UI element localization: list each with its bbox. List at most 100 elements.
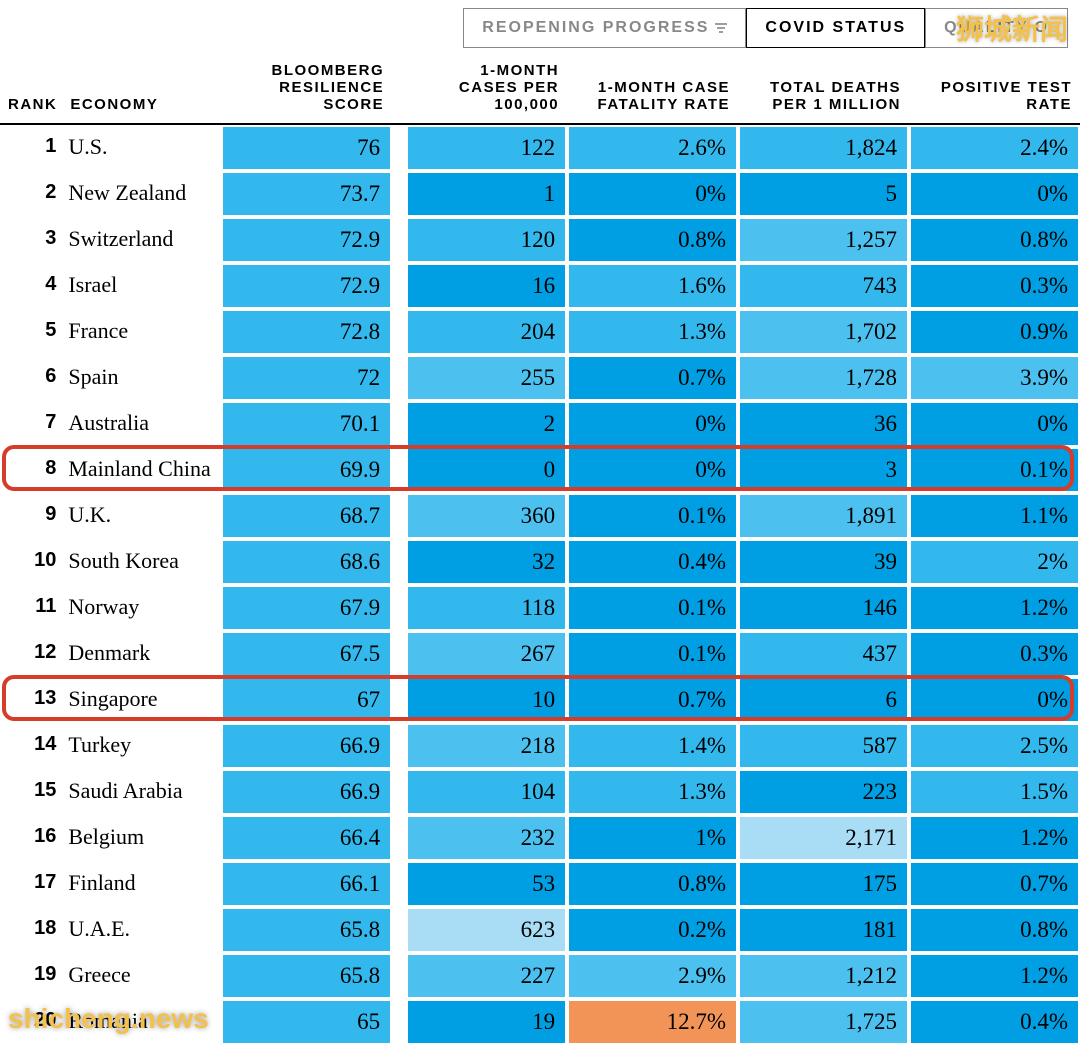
header-score[interactable]: BLOOMBERGRESILIENCESCORE (221, 48, 392, 124)
sep-cell (392, 907, 406, 953)
deaths-cell: 2,171 (740, 817, 907, 859)
economy-cell: South Korea (62, 539, 221, 583)
table-row: 10South Korea68.6320.4%392% (0, 539, 1080, 585)
header-positive[interactable]: POSITIVE TESTRATE (909, 48, 1080, 124)
sep-cell (392, 493, 406, 539)
resilience-table: RANK ECONOMY BLOOMBERGRESILIENCESCORE 1-… (0, 48, 1080, 1045)
tab-label: REOPENING PROGRESS (482, 19, 709, 37)
table-row: 12Denmark67.52670.1%4370.3% (0, 631, 1080, 677)
table-row: 19Greece65.82272.9%1,2121.2% (0, 953, 1080, 999)
score-cell: 72 (223, 357, 390, 399)
positive-cell: 1.2% (911, 955, 1078, 997)
rank-cell: 13 (0, 677, 62, 720)
score-cell: 72.9 (223, 219, 390, 261)
header-row: RANK ECONOMY BLOOMBERGRESILIENCESCORE 1-… (0, 48, 1080, 124)
positive-cell: 1.1% (911, 495, 1078, 537)
cases-cell: 53 (408, 863, 565, 905)
score-cell: 68.6 (223, 541, 390, 583)
cases-cell: 227 (408, 955, 565, 997)
deaths-cell: 1,891 (740, 495, 907, 537)
rank-cell: 2 (0, 171, 62, 214)
score-cell: 67 (223, 679, 390, 721)
sep-cell (392, 447, 406, 493)
positive-cell: 0% (911, 173, 1078, 215)
economy-cell: Israel (62, 263, 221, 307)
rank-cell: 3 (0, 217, 62, 260)
sep-cell (392, 861, 406, 907)
economy-cell: Norway (62, 585, 221, 629)
header-economy[interactable]: ECONOMY (62, 48, 221, 124)
score-cell: 66.1 (223, 863, 390, 905)
rank-cell: 6 (0, 355, 62, 398)
table-body: 1U.S.761222.6%1,8242.4%2New Zealand73.71… (0, 124, 1080, 1045)
rank-cell: 14 (0, 723, 62, 766)
deaths-cell: 743 (740, 265, 907, 307)
deaths-cell: 1,728 (740, 357, 907, 399)
deaths-cell: 1,257 (740, 219, 907, 261)
cases-cell: 360 (408, 495, 565, 537)
score-cell: 69.9 (223, 449, 390, 491)
score-cell: 67.5 (223, 633, 390, 675)
sep-cell (392, 631, 406, 677)
cases-cell: 10 (408, 679, 565, 721)
rank-cell: 5 (0, 309, 62, 352)
header-rank[interactable]: RANK (0, 48, 62, 124)
score-cell: 65.8 (223, 909, 390, 951)
rank-cell: 7 (0, 401, 62, 444)
sep-cell (392, 539, 406, 585)
positive-cell: 0.9% (911, 311, 1078, 353)
score-cell: 73.7 (223, 173, 390, 215)
deaths-cell: 1,702 (740, 311, 907, 353)
economy-cell: Saudi Arabia (62, 769, 221, 813)
header-fatality[interactable]: 1-MONTH CASEFATALITY RATE (567, 48, 738, 124)
score-cell: 70.1 (223, 403, 390, 445)
score-cell: 66.9 (223, 771, 390, 813)
fatality-cell: 1.4% (569, 725, 736, 767)
rank-cell: 18 (0, 907, 62, 950)
cases-cell: 1 (408, 173, 565, 215)
economy-cell: Greece (62, 953, 221, 997)
positive-cell: 0.8% (911, 219, 1078, 261)
tabs-bar: REOPENING PROGRESSCOVID STATUSQUALITY O (0, 0, 1080, 48)
fatality-cell: 12.7% (569, 1001, 736, 1043)
economy-cell: Belgium (62, 815, 221, 859)
positive-cell: 0.3% (911, 265, 1078, 307)
sep-cell (392, 355, 406, 401)
positive-cell: 2.5% (911, 725, 1078, 767)
fatality-cell: 0% (569, 403, 736, 445)
sep-cell (392, 953, 406, 999)
deaths-cell: 5 (740, 173, 907, 215)
fatality-cell: 0.2% (569, 909, 736, 951)
fatality-cell: 2.9% (569, 955, 736, 997)
deaths-cell: 223 (740, 771, 907, 813)
table-row: 8Mainland China69.900%30.1% (0, 447, 1080, 493)
cases-cell: 118 (408, 587, 565, 629)
fatality-cell: 0.4% (569, 541, 736, 583)
deaths-cell: 39 (740, 541, 907, 583)
cases-cell: 16 (408, 265, 565, 307)
fatality-cell: 1.3% (569, 771, 736, 813)
positive-cell: 2.4% (911, 127, 1078, 169)
positive-cell: 0.1% (911, 449, 1078, 491)
header-cases[interactable]: 1-MONTHCASES PER100,000 (406, 48, 567, 124)
economy-cell: Switzerland (62, 217, 221, 261)
economy-cell: Turkey (62, 723, 221, 767)
sep-cell (392, 171, 406, 217)
tab-covid-status[interactable]: COVID STATUS (746, 8, 925, 48)
sep-cell (392, 999, 406, 1045)
deaths-cell: 181 (740, 909, 907, 951)
tab-reopening-progress[interactable]: REOPENING PROGRESS (463, 8, 746, 48)
sep-cell (392, 309, 406, 355)
table-row: 6Spain722550.7%1,7283.9% (0, 355, 1080, 401)
positive-cell: 2% (911, 541, 1078, 583)
table-row: 15Saudi Arabia66.91041.3%2231.5% (0, 769, 1080, 815)
positive-cell: 1.2% (911, 587, 1078, 629)
header-deaths[interactable]: TOTAL DEATHSPER 1 MILLION (738, 48, 909, 124)
score-cell: 65 (223, 1001, 390, 1043)
positive-cell: 1.5% (911, 771, 1078, 813)
score-cell: 76 (223, 127, 390, 169)
tab-label: COVID STATUS (765, 19, 906, 37)
rank-cell: 10 (0, 539, 62, 582)
positive-cell: 0.4% (911, 1001, 1078, 1043)
score-cell: 66.4 (223, 817, 390, 859)
